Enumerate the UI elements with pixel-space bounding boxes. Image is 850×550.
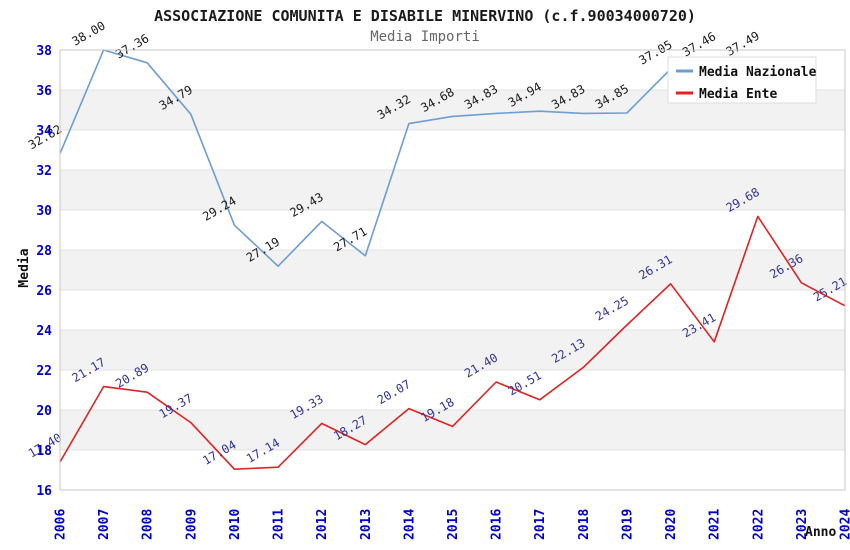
x-tick-label: 2007 <box>97 509 112 540</box>
x-tick-label: 2014 <box>402 509 417 540</box>
legend-box <box>667 56 817 104</box>
x-tick-label: 2011 <box>272 509 287 540</box>
x-axis-title: Anno <box>805 525 836 540</box>
x-tick-label: 2024 <box>839 509 850 540</box>
chart-subtitle: Media Importi <box>370 29 480 45</box>
y-tick-label: 22 <box>36 364 52 379</box>
y-tick-label: 30 <box>36 204 52 219</box>
series-line-nazionale <box>59 49 758 268</box>
grid-band <box>60 370 845 410</box>
legend-label-ente: Media Ente <box>699 87 777 102</box>
y-tick-label: 34 <box>36 124 52 139</box>
y-tick-label: 38 <box>36 44 52 59</box>
grid-band <box>60 130 845 170</box>
data-label-nazionale: 38.00 <box>69 18 107 48</box>
y-tick-label: 18 <box>36 444 52 459</box>
y-tick-label: 16 <box>36 484 52 499</box>
grid-band <box>60 250 845 290</box>
y-tick-label: 24 <box>36 324 52 339</box>
y-tick-label: 26 <box>36 284 52 299</box>
grid-band <box>60 210 845 250</box>
x-tick-label: 2023 <box>795 509 810 540</box>
x-tick-label: 2006 <box>54 509 69 540</box>
x-tick-label: 2010 <box>228 509 243 540</box>
x-tick-label: 2016 <box>490 509 505 540</box>
grid-band <box>60 410 845 450</box>
x-tick-label: 2008 <box>141 509 156 540</box>
x-tick-label: 2019 <box>620 509 635 540</box>
y-tick-label: 32 <box>36 164 52 179</box>
x-tick-label: 2020 <box>664 509 679 540</box>
x-tick-label: 2022 <box>751 509 766 540</box>
x-tick-label: 2013 <box>359 509 374 540</box>
x-tick-label: 2017 <box>533 509 548 540</box>
x-tick-label: 2009 <box>184 509 199 540</box>
y-axis-title: Media <box>17 248 32 287</box>
x-tick-label: 2021 <box>708 509 723 540</box>
grid-band <box>60 170 845 210</box>
chart-title: ASSOCIAZIONE COMUNITA E DISABILE MINERVI… <box>154 7 696 25</box>
y-tick-label: 36 <box>36 84 52 99</box>
x-tick-label: 2012 <box>315 509 330 540</box>
grid-band <box>60 330 845 370</box>
y-tick-label: 20 <box>36 404 52 419</box>
series-line-ente <box>59 215 846 471</box>
x-tick-label: 2015 <box>446 509 461 540</box>
grid-band <box>60 290 845 330</box>
x-tick-label: 2018 <box>577 509 592 540</box>
plot-border <box>59 49 846 491</box>
y-tick-label: 28 <box>36 244 52 259</box>
legend-label-nazionale: Media Nazionale <box>699 65 817 80</box>
grid-band <box>60 450 845 490</box>
